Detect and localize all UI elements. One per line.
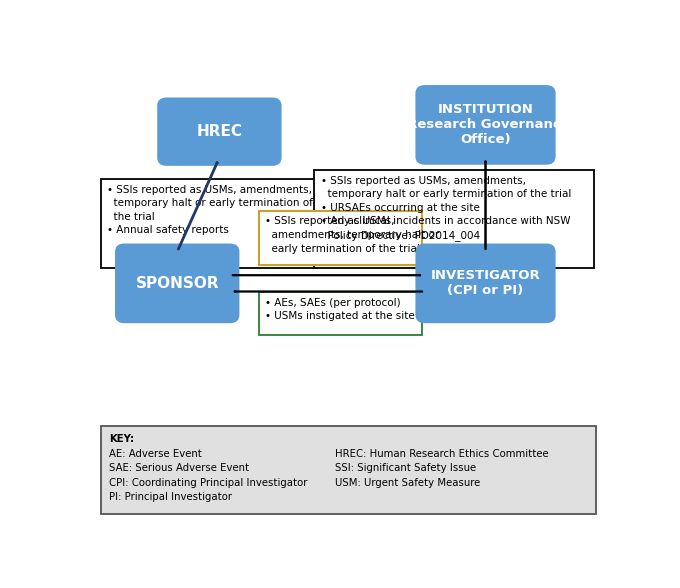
Bar: [259, 292, 422, 335]
Text: PI: Principal Investigator: PI: Principal Investigator: [109, 492, 232, 502]
Bar: [259, 211, 422, 265]
FancyBboxPatch shape: [115, 243, 239, 323]
Text: SSI: Significant Safety Issue: SSI: Significant Safety Issue: [335, 463, 477, 473]
Bar: [101, 426, 596, 514]
Text: • SSIs reported as USMs, amendments,
  temporary halt or early termination of th: • SSIs reported as USMs, amendments, tem…: [320, 176, 571, 241]
Text: CPI: Coordinating Principal Investigator: CPI: Coordinating Principal Investigator: [109, 477, 307, 487]
Text: HREC: HREC: [197, 124, 242, 139]
FancyBboxPatch shape: [415, 243, 556, 323]
Text: SPONSOR: SPONSOR: [135, 276, 219, 291]
FancyBboxPatch shape: [415, 85, 556, 165]
Bar: [101, 179, 317, 268]
Text: • SSIs reported as USMs, amendments,
  temporary halt or early termination of
  : • SSIs reported as USMs, amendments, tem…: [107, 185, 313, 235]
Bar: [314, 170, 594, 268]
Text: SAE: Serious Adverse Event: SAE: Serious Adverse Event: [109, 463, 249, 473]
Text: KEY:: KEY:: [109, 434, 134, 444]
Text: INVESTIGATOR
(CPI or PI): INVESTIGATOR (CPI or PI): [430, 269, 541, 298]
Text: • SSIs reported as USMs,
  amendments, temporary halt or
  early termination of : • SSIs reported as USMs, amendments, tem…: [265, 216, 439, 253]
Text: INSTITUTION
(Research Governance
Office): INSTITUTION (Research Governance Office): [401, 103, 570, 146]
Text: AE: Adverse Event: AE: Adverse Event: [109, 449, 201, 459]
Text: HREC: Human Research Ethics Committee: HREC: Human Research Ethics Committee: [335, 449, 549, 459]
Text: • AEs, SAEs (per protocol)
• USMs instigated at the site: • AEs, SAEs (per protocol) • USMs instig…: [265, 298, 415, 322]
FancyBboxPatch shape: [157, 98, 282, 166]
Text: USM: Urgent Safety Measure: USM: Urgent Safety Measure: [335, 477, 481, 487]
